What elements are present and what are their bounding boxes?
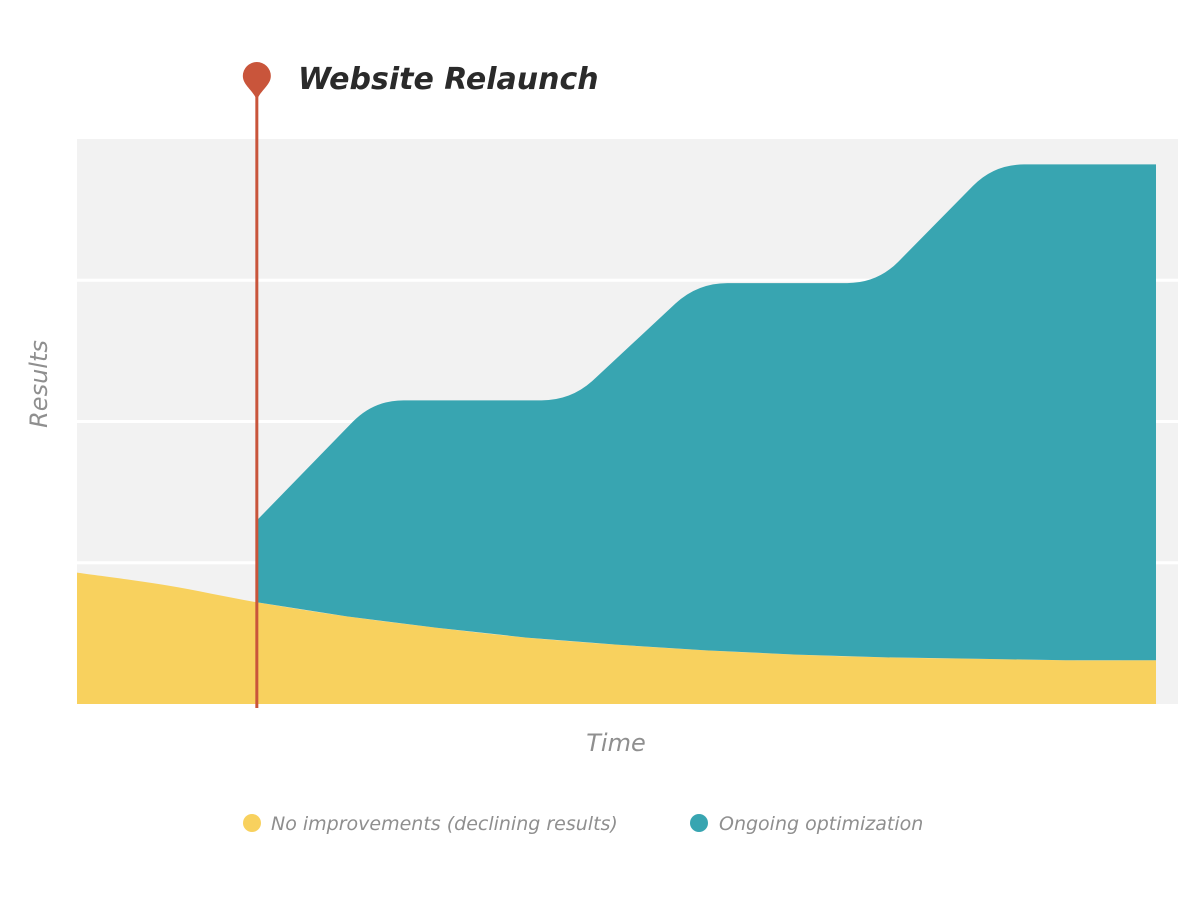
x-axis-label: Time — [586, 729, 645, 757]
legend-label-no-improvements: No improvements (declining results) — [271, 813, 618, 835]
relaunch-label: Website Relaunch — [298, 62, 599, 97]
area-ongoing-optimization — [256, 164, 1156, 661]
area-no-improvements — [77, 572, 1156, 704]
map-pin-icon — [242, 61, 271, 100]
legend-marker-ongoing-optimization — [690, 814, 708, 832]
y-axis-label: Results — [25, 340, 53, 428]
legend-marker-no-improvements — [243, 814, 261, 832]
legend-label-ongoing-optimization: Ongoing optimization — [719, 813, 923, 835]
